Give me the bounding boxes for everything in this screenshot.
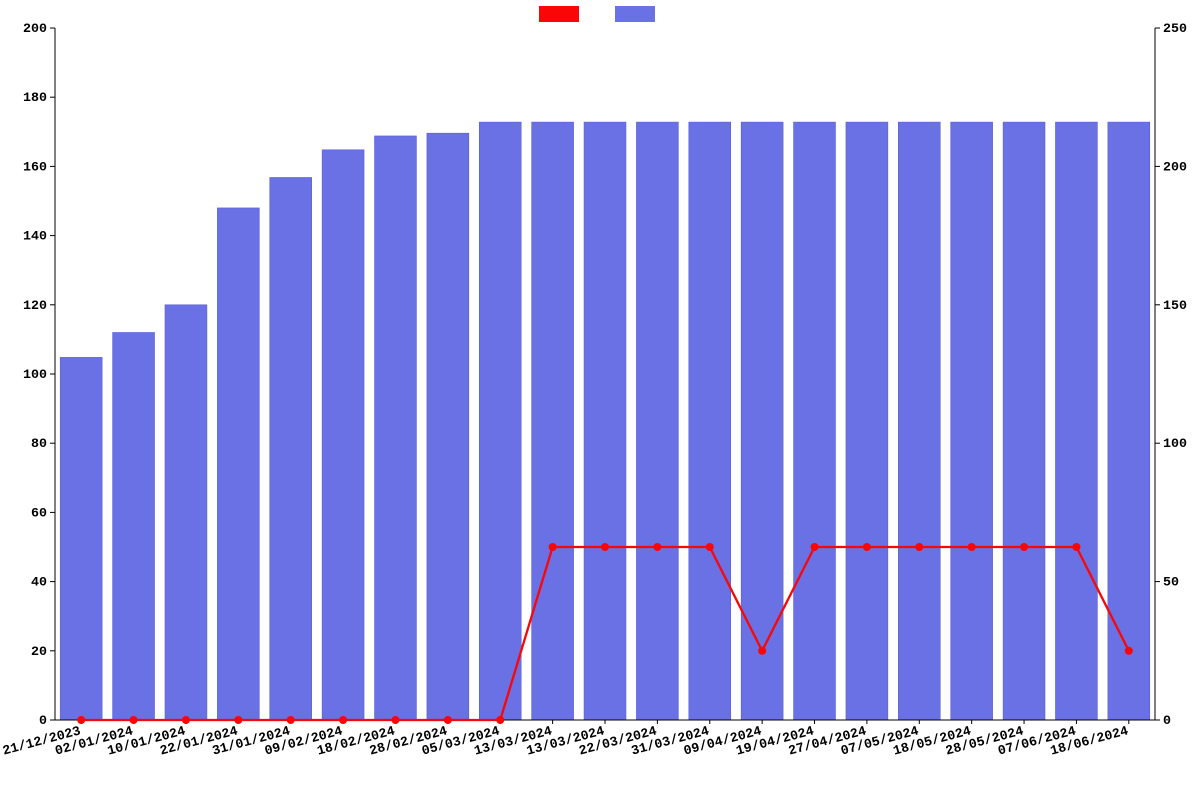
line-marker: [1125, 647, 1133, 655]
bar: [1003, 122, 1045, 720]
legend-item-line: [539, 6, 585, 22]
bar: [322, 150, 364, 720]
y-left-tick-label: 160: [23, 160, 47, 175]
line-marker: [758, 647, 766, 655]
bar: [60, 357, 102, 720]
y-left-tick-label: 120: [23, 299, 47, 314]
y-left-tick-label: 200: [23, 22, 47, 37]
bar: [898, 122, 940, 720]
bar: [794, 122, 836, 720]
bar: [165, 305, 207, 720]
line-marker: [653, 543, 661, 551]
bar: [427, 133, 469, 720]
bar: [1055, 122, 1097, 720]
line-marker: [706, 543, 714, 551]
line-marker: [915, 543, 923, 551]
line-marker: [234, 716, 242, 724]
line-marker: [182, 716, 190, 724]
line-marker: [339, 716, 347, 724]
y-left-tick-label: 20: [31, 645, 47, 660]
bar: [951, 122, 993, 720]
y-right-tick-label: 50: [1163, 576, 1179, 591]
bar: [375, 136, 417, 720]
y-left-tick-label: 100: [23, 368, 47, 383]
legend: [0, 6, 1200, 22]
line-marker: [444, 716, 452, 724]
y-left-tick-label: 60: [31, 506, 47, 521]
bar: [689, 122, 731, 720]
bar: [1108, 122, 1150, 720]
y-right-tick-label: 250: [1163, 22, 1187, 37]
bar: [636, 122, 678, 720]
y-left-tick-label: 0: [39, 714, 47, 729]
chart-svg: 0 20 40 60 80 100 120 140 160 180 200 0 50 100 150 200 2…: [0, 0, 1200, 800]
bar: [479, 122, 521, 720]
legend-swatch-bar: [615, 6, 655, 22]
line-marker: [77, 716, 85, 724]
bar: [113, 332, 155, 720]
line-marker: [391, 716, 399, 724]
line-marker: [1020, 543, 1028, 551]
bar: [532, 122, 574, 720]
line-marker: [1072, 543, 1080, 551]
y-right-tick-label: 0: [1163, 714, 1171, 729]
bar: [846, 122, 888, 720]
line-marker: [549, 543, 557, 551]
dual-axis-chart: 0 20 40 60 80 100 120 140 160 180 200 0 50 100 150 200 2…: [0, 0, 1200, 800]
bar: [584, 122, 626, 720]
y-left-tick-label: 180: [23, 91, 47, 106]
y-right-tick-label: 200: [1163, 160, 1187, 175]
legend-swatch-line: [539, 6, 579, 22]
y-left-tick-label: 40: [31, 576, 47, 591]
line-marker: [811, 543, 819, 551]
line-marker: [287, 716, 295, 724]
line-marker: [968, 543, 976, 551]
legend-item-bar: [615, 6, 661, 22]
bar: [741, 122, 783, 720]
bar: [270, 177, 312, 720]
y-left-tick-label: 80: [31, 437, 47, 452]
line-marker: [601, 543, 609, 551]
line-marker: [863, 543, 871, 551]
bar: [217, 208, 259, 720]
y-left-tick-label: 140: [23, 230, 47, 245]
line-marker: [130, 716, 138, 724]
line-marker: [496, 716, 504, 724]
y-right-tick-label: 150: [1163, 299, 1187, 314]
y-right-tick-label: 100: [1163, 437, 1187, 452]
